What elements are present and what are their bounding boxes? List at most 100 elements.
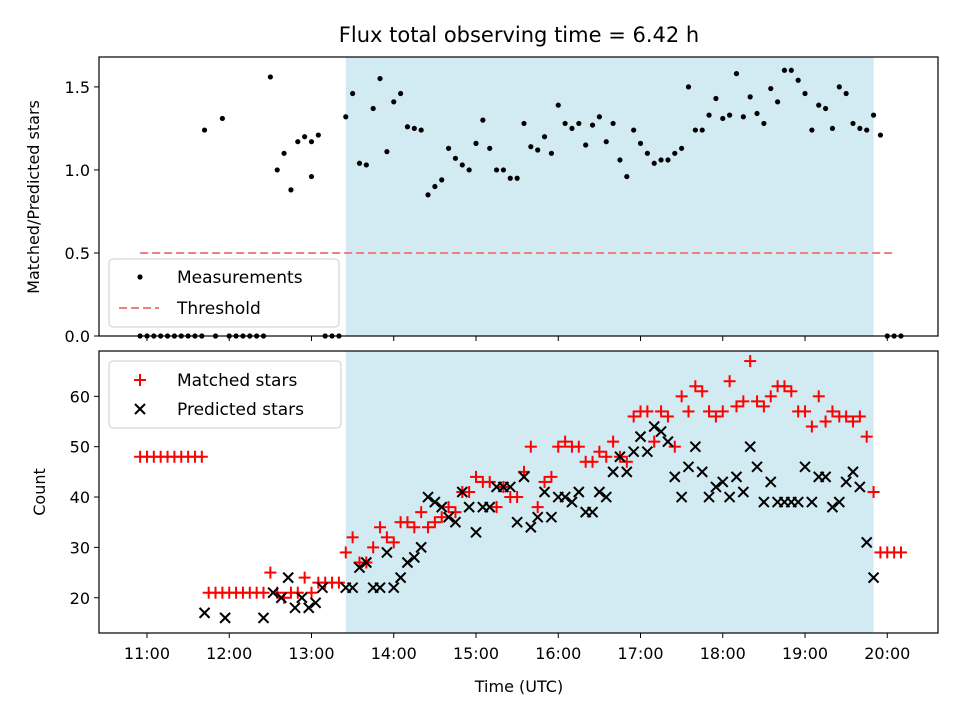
measurement-point <box>439 177 445 183</box>
measurement-point <box>589 122 596 128</box>
measurement-point <box>850 120 856 127</box>
measurement-point <box>507 175 513 181</box>
matched-star-point <box>627 410 640 423</box>
measurement-point <box>727 112 733 118</box>
predicted-star-point <box>374 581 386 594</box>
predicted-star-point <box>648 420 660 433</box>
measurement-point <box>692 127 698 133</box>
predicted-star-point <box>723 491 736 503</box>
measurement-point <box>603 139 609 145</box>
predicted-star-point <box>296 592 308 604</box>
measurement-point <box>363 162 369 168</box>
measurement-point <box>761 120 767 127</box>
counts-legend: Matched stars Predicted stars <box>108 360 342 429</box>
measurement-point <box>295 139 301 145</box>
predicted-star-point <box>710 481 722 493</box>
measurement-point <box>555 102 561 108</box>
matched-star-point <box>257 586 270 599</box>
measurement-point <box>720 115 726 122</box>
ratio-legend-box <box>108 258 340 328</box>
matched-star-point <box>661 410 674 423</box>
matched-star-point <box>401 516 414 529</box>
predicted-star-point <box>847 466 859 478</box>
measurement-point <box>493 167 500 173</box>
matched-star-point <box>737 395 750 408</box>
predicted-star-point <box>470 526 482 538</box>
predicted-star-point <box>408 551 421 564</box>
measurement-point <box>576 120 582 127</box>
predicted-star-point <box>682 461 695 473</box>
observing-window-shade-top <box>345 57 874 336</box>
measurement-point <box>617 157 623 163</box>
matched-star-point <box>380 531 393 544</box>
y-tick-label: 40 <box>70 488 90 507</box>
measurement-point <box>596 114 602 120</box>
matched-star-point <box>408 521 421 534</box>
predicted-star-point <box>703 491 715 503</box>
predicted-star-point <box>504 481 516 493</box>
measurement-point <box>672 150 678 156</box>
predicted-star-point <box>607 466 619 478</box>
predicted-star-point <box>316 581 329 594</box>
legend-matched-marker <box>134 374 146 386</box>
matched-star-point <box>531 501 544 514</box>
measurement-point <box>377 75 383 82</box>
predicted-star-point <box>614 451 626 463</box>
matched-star-point <box>346 531 359 544</box>
predicted-star-point <box>833 496 846 508</box>
predicted-star-point <box>675 491 688 503</box>
predicted-star-point <box>309 597 322 609</box>
predicted-star-point <box>600 491 612 503</box>
predicted-star-point <box>511 516 523 528</box>
counts-panel: 20 30 40 50 60 11:00 12:00 13:00 14:00 15:00 16:0… <box>30 350 939 696</box>
matched-star-point <box>730 400 743 413</box>
matched-star-point <box>374 521 387 534</box>
matched-star-point <box>641 405 654 418</box>
measurement-point <box>562 120 568 127</box>
matched-star-point <box>778 380 791 393</box>
matched-star-point <box>764 390 777 403</box>
legend-predicted-marker <box>134 403 146 415</box>
chart-title: Flux total observing time = 6.42 h <box>339 23 699 47</box>
predicted-star-point <box>799 461 811 473</box>
x-tick-label: 12:00 <box>206 644 252 663</box>
predicted-star-point <box>634 430 647 443</box>
measurement-point <box>624 173 630 180</box>
predicted-star-point <box>586 506 599 518</box>
matched-star-point <box>470 470 483 483</box>
matched-star-point <box>264 566 277 579</box>
measurement-point <box>459 162 465 168</box>
measurement-point <box>466 167 472 173</box>
predicted-star-point <box>353 561 366 574</box>
measurement-point <box>775 99 781 105</box>
measurement-point <box>685 84 692 90</box>
y-tick-label: 30 <box>70 538 90 557</box>
predicted-star-point <box>429 496 441 508</box>
x-axis-label: Time (UTC) <box>474 677 563 696</box>
matched-star-point <box>572 440 585 453</box>
measurement-point <box>452 155 459 161</box>
predicted-star-point <box>360 556 373 569</box>
measurement-point <box>541 134 548 140</box>
measurement-point <box>308 139 315 145</box>
y-tick-label: 1.5 <box>65 78 90 97</box>
matched-star-point <box>819 415 832 428</box>
predicted-star-point <box>861 536 873 549</box>
x-tick-label: 19:00 <box>782 644 828 663</box>
matched-star-point <box>552 440 565 453</box>
predicted-star-point <box>751 461 763 473</box>
x-tick-label: 17:00 <box>617 644 663 663</box>
measurement-point <box>514 175 520 181</box>
counts-legend-box <box>108 360 342 429</box>
ratio-panel-frame <box>98 56 939 337</box>
legend-predicted-label: Predicted stars <box>177 400 304 420</box>
matched-star-point <box>805 420 818 433</box>
matched-star-point <box>682 405 695 418</box>
matched-star-point <box>655 405 668 418</box>
predicted-star-point <box>518 471 530 483</box>
matched-star-point <box>689 380 702 393</box>
matched-star-point <box>195 450 208 463</box>
y-tick-label: 1.0 <box>65 161 90 180</box>
predicted-star-point <box>840 476 852 488</box>
measurement-point <box>809 127 815 133</box>
